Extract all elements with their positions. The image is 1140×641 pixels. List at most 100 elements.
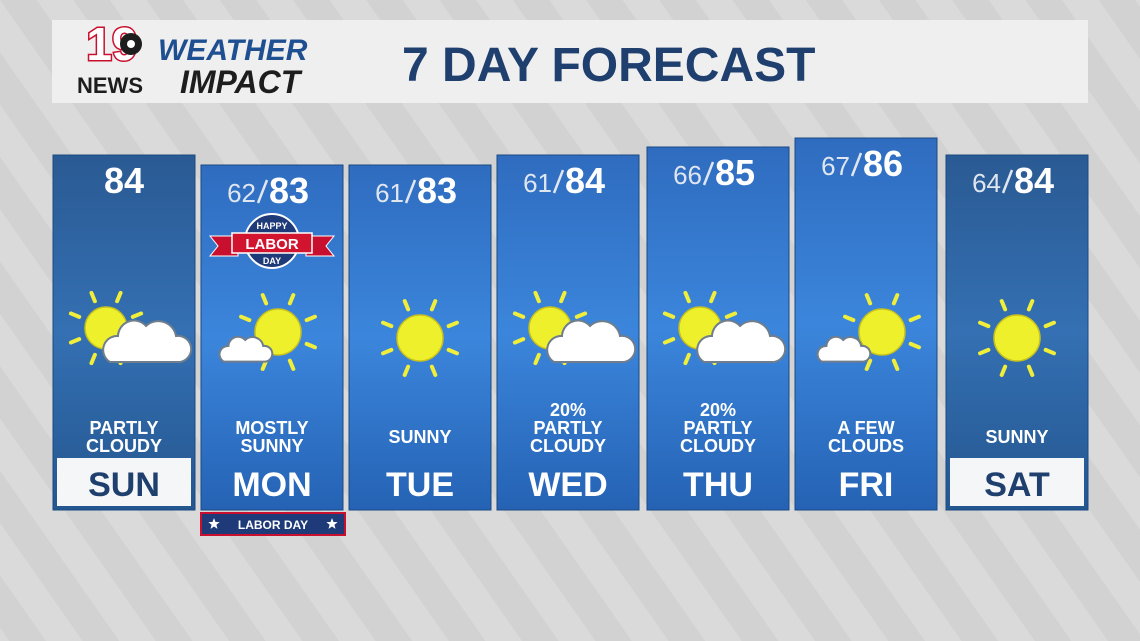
day-label: FRI: [839, 466, 894, 504]
sun-ray: [574, 311, 588, 319]
sun-ray: [662, 311, 676, 319]
high-temp: 86: [863, 143, 903, 184]
high-temp: 83: [269, 170, 309, 211]
condition-line: MOSTLY: [235, 418, 308, 438]
condition-line: SUNNY: [240, 436, 303, 456]
condition-line: PARTLY: [683, 418, 752, 438]
sun-ray: [68, 311, 82, 319]
low-temp: 62: [227, 178, 256, 208]
banner-box: [200, 512, 346, 536]
sun-ray: [662, 337, 676, 345]
sun-ray: [429, 364, 438, 377]
sun-ray: [864, 293, 873, 306]
day-label-box: [950, 458, 1084, 506]
condition-line: CLOUDY: [680, 436, 756, 456]
temp-slash: [552, 169, 565, 194]
condition-line: SUNNY: [985, 427, 1048, 447]
day-label-box: [57, 458, 191, 506]
sun-ray: [512, 311, 526, 319]
temp-slash: [256, 179, 269, 204]
banner-star: [208, 518, 220, 529]
cloud: [218, 335, 274, 363]
sun-ray: [287, 293, 296, 306]
day-label: SAT: [984, 466, 1050, 504]
day-label: SUN: [88, 466, 160, 504]
column-panel: [348, 164, 492, 511]
condition-line: PARTLY: [533, 418, 602, 438]
sun-ray: [533, 352, 541, 366]
sun: [396, 314, 444, 362]
low-temp: 64: [972, 168, 1001, 198]
badge-bottom: DAY: [263, 256, 281, 266]
sun-ray: [304, 341, 317, 350]
sun-ray: [1043, 320, 1056, 329]
badge-top: HAPPY: [256, 221, 287, 231]
sun-ray: [446, 347, 459, 356]
labor-day-banner: LABOR DAY: [200, 512, 346, 536]
condition-line: PARTLY: [89, 418, 158, 438]
sun-ray: [864, 358, 873, 371]
day-label: WED: [528, 466, 607, 504]
logo-news: NEWS: [77, 73, 143, 98]
badge-middle: LABOR: [245, 236, 298, 253]
sun-ray: [512, 337, 526, 345]
condition-line: CLOUDS: [828, 436, 904, 456]
sun-ray: [260, 293, 269, 306]
sun-ray: [533, 290, 541, 304]
sun-ray: [908, 314, 921, 323]
precip-chance: 20%: [550, 400, 586, 420]
condition-line: A FEW: [837, 418, 894, 438]
cloud: [696, 319, 787, 363]
sun-ray: [1026, 364, 1035, 377]
low-temp: 67: [821, 151, 850, 181]
day-label: THU: [683, 466, 753, 504]
sun-ray: [115, 290, 123, 304]
sun-ray: [683, 352, 691, 366]
sun-ray: [999, 364, 1008, 377]
sun-ray: [287, 358, 296, 371]
sun-ray: [239, 314, 252, 323]
high-temp: 84: [1014, 160, 1054, 201]
cloud: [102, 319, 193, 363]
high-temp: 85: [715, 152, 755, 193]
sun: [858, 308, 906, 356]
sun-ray: [999, 299, 1008, 312]
labor-day-badge: HAPPY LABOR DAY: [208, 213, 336, 269]
title: 7 DAY FORECAST: [402, 39, 815, 92]
temp-slash: [404, 179, 417, 204]
sun-ray: [381, 320, 394, 329]
high-temp: 83: [417, 170, 457, 211]
sun-ray: [402, 364, 411, 377]
sun: [993, 314, 1041, 362]
sun-ray: [559, 290, 567, 304]
header-bar: [52, 20, 1088, 103]
sun-ray: [402, 299, 411, 312]
brand-top: WEATHER: [158, 34, 308, 67]
cloud: [816, 335, 872, 363]
sun-ray: [978, 347, 991, 356]
condition-line: SUNNY: [388, 427, 451, 447]
logo-eye-pupil: [127, 40, 135, 48]
sun-ray: [908, 341, 921, 350]
condition-line: CLOUDY: [86, 436, 162, 456]
low-temp: 66: [673, 160, 702, 190]
low-temp: 61: [523, 168, 552, 198]
day-label: MON: [232, 466, 311, 504]
sun-ray: [429, 299, 438, 312]
sun-ray: [724, 311, 738, 319]
sun: [254, 308, 302, 356]
precip-chance: 20%: [700, 400, 736, 420]
sun-ray: [709, 290, 717, 304]
sun-ray: [891, 358, 900, 371]
badge-ribbon: [231, 232, 313, 254]
high-temp: 84: [104, 160, 144, 201]
cloud: [546, 319, 637, 363]
high-temp: 84: [565, 160, 605, 201]
sun-ray: [304, 314, 317, 323]
temp-slash: [702, 161, 715, 186]
sun-ray: [381, 347, 394, 356]
